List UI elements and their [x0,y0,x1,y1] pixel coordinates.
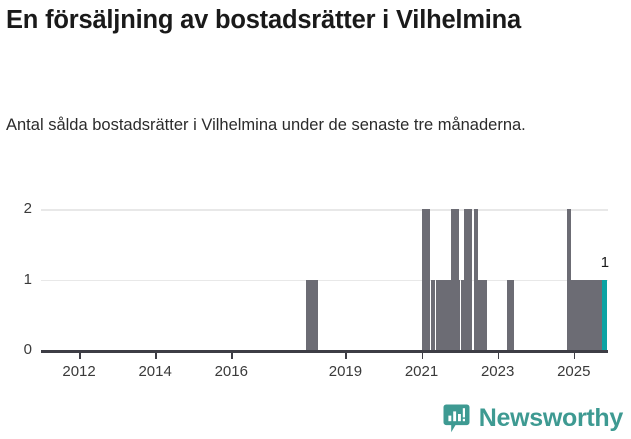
bar [585,279,590,350]
x-axis-line [41,350,608,353]
y-tick-label: 0 [23,341,32,358]
gridline-2 [41,209,608,211]
x-tick-label: 2025 [557,363,591,380]
x-tick [421,352,424,359]
bar [510,279,515,350]
logo-text: Newsworthy [478,404,624,432]
x-tick [79,352,81,359]
page-title: En försäljning av bostadsrätter i Vilhel… [6,6,522,34]
x-tick-label: 2016 [214,363,248,380]
x-tick [155,352,157,359]
bar [596,279,601,350]
bar [482,279,487,350]
x-tick [573,352,576,359]
bar [309,279,314,350]
bar [306,279,311,350]
x-tick-label: 2019 [328,363,363,380]
bar [422,209,431,350]
bar [430,279,435,350]
bar [313,279,318,350]
bar [463,209,472,350]
bar [435,279,440,350]
bar [473,209,478,350]
x-tick-label: 2012 [62,363,96,380]
bar [438,279,443,350]
gridline-1 [41,279,608,281]
x-tick [231,352,233,359]
x-tick-label: 2021 [404,363,439,380]
bar [588,279,593,350]
bar [599,279,604,350]
bar [602,279,608,350]
bar [477,279,482,350]
bar [570,279,575,350]
page-subtitle: Antal sålda bostadsrätter i Vilhelmina u… [6,116,526,134]
bar [443,279,448,350]
bar-value-label: 1 [600,253,610,271]
newsworthy-logo: Newsworthy [443,404,623,433]
bar [591,279,596,350]
bar [593,279,598,350]
x-tick-label: 2023 [480,363,515,380]
bar [574,279,579,350]
bar [576,279,581,350]
bar [581,279,586,350]
bar [579,279,584,350]
x-tick [345,352,347,359]
footer: Newsworthy [0,400,631,439]
bar [446,279,451,350]
x-tick [497,352,500,359]
x-tick-label: 2014 [138,363,172,380]
bar [567,209,572,350]
y-tick-label: 1 [23,270,32,288]
bar [451,209,460,350]
y-tick-label: 2 [23,200,32,217]
bar [507,279,512,350]
bar [461,279,466,350]
bar-chart-speech-bubble-icon [443,404,470,433]
bar [479,279,484,350]
bar-chart: 0 1 2 2012 2014 2016 2019 2021 2023 2025 1 [0,196,631,396]
bar [456,279,461,350]
